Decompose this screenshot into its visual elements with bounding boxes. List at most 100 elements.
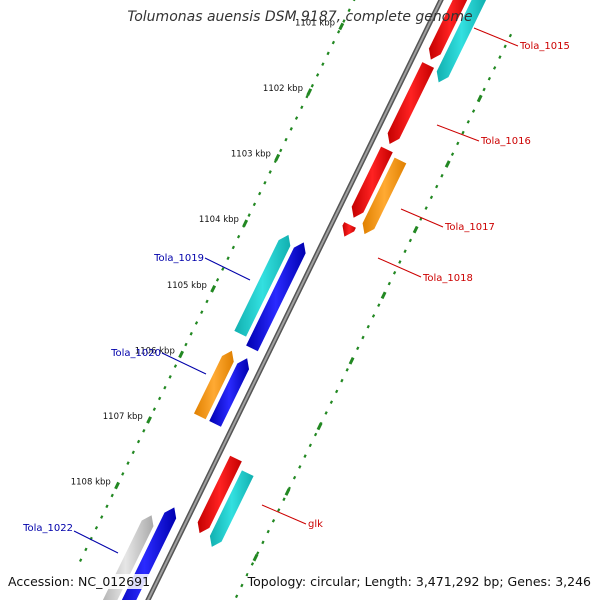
tick-dot xyxy=(289,127,293,131)
tick-dot xyxy=(471,109,476,113)
tick-dot xyxy=(256,551,260,555)
tick-dot xyxy=(392,270,397,275)
gene-cyan xyxy=(234,234,291,337)
gene-leader-line xyxy=(161,352,207,375)
tick-dot xyxy=(266,529,270,534)
tick-dot xyxy=(152,407,157,412)
tick-dot xyxy=(252,202,257,207)
tick-dot xyxy=(361,335,365,340)
tick-dot xyxy=(258,191,262,196)
tick-mark xyxy=(114,481,120,490)
gene-leader-line xyxy=(73,530,119,554)
tick-dot xyxy=(126,461,130,465)
tick-dot xyxy=(498,55,502,59)
tick-dot xyxy=(450,152,455,157)
gene-label[interactable]: Tola_1022 xyxy=(22,523,73,534)
tick-dot xyxy=(371,314,376,318)
gene-cyan xyxy=(436,0,487,83)
tick-dot xyxy=(408,238,413,243)
tick-dot xyxy=(282,497,286,502)
tick-dot xyxy=(221,267,225,271)
gene-blue xyxy=(209,358,250,427)
gene-orange xyxy=(362,157,407,235)
tick-mark xyxy=(242,219,249,228)
tick-dot xyxy=(236,234,241,239)
tick-label: 1104 kbp xyxy=(199,215,239,225)
tick-dot xyxy=(271,518,276,523)
tick-dot xyxy=(284,137,288,142)
tick-mark xyxy=(412,225,419,234)
tick-dot xyxy=(157,396,162,401)
gene-leader-line xyxy=(261,504,307,525)
gene-label[interactable]: glk xyxy=(308,519,323,530)
tick-dot xyxy=(435,184,439,189)
tick-mark xyxy=(146,416,152,424)
tick-mark xyxy=(306,88,313,96)
tick-dot xyxy=(215,277,220,282)
tick-dot xyxy=(508,33,513,38)
accession-text: Accession: NC_012691 xyxy=(8,574,151,589)
tick-dot xyxy=(292,475,297,480)
gene-label[interactable]: Tola_1016 xyxy=(480,136,531,147)
tick-dot xyxy=(142,428,146,433)
tick-dot xyxy=(173,364,178,368)
tick-dot xyxy=(337,29,341,34)
tick-label: 1102 kbp xyxy=(263,84,303,94)
tick-mark xyxy=(316,422,323,431)
tick-dot xyxy=(100,515,104,519)
tick-dot xyxy=(168,375,172,379)
tick-dot xyxy=(324,411,328,415)
tick-dot xyxy=(308,443,312,448)
tick-mark xyxy=(252,553,259,562)
tick-dot xyxy=(461,130,465,135)
tick-ring: 1101 kbp 1102 kbp 1103 kbp 1104 kbp 1105 kbp… xyxy=(71,0,513,599)
gene-red xyxy=(197,455,242,534)
gene-leader-line xyxy=(377,257,422,278)
backbone-highlight xyxy=(146,0,443,600)
gene-red xyxy=(351,146,393,218)
gene-orange xyxy=(193,350,234,420)
tick-dot xyxy=(377,303,381,307)
tick-mark xyxy=(348,357,355,365)
tick-label: 1108 kbp xyxy=(71,478,111,488)
gene-label[interactable]: Tola_1017 xyxy=(444,222,495,233)
tick-dot xyxy=(78,558,83,563)
tick-dot xyxy=(466,120,470,124)
gene-track xyxy=(102,0,501,600)
genome-backbone xyxy=(145,0,444,600)
tick-dot xyxy=(342,19,346,23)
tick-mark xyxy=(380,291,387,300)
gene-labels: Tola_1015 Tola_1016 Tola_1017 Tola_1018 Tola… xyxy=(22,27,570,554)
tick-dot xyxy=(136,439,141,444)
tick-label: 1107 kbp xyxy=(103,412,143,422)
tick-mark xyxy=(338,22,345,31)
tick-dot xyxy=(487,76,492,81)
tick-dot xyxy=(121,472,125,476)
gene-label[interactable]: Tola_1018 xyxy=(422,273,473,284)
tick-dot xyxy=(298,465,302,469)
tick-mark xyxy=(476,94,483,103)
tick-dot xyxy=(329,400,334,405)
tick-dot xyxy=(331,40,336,45)
gene-label[interactable]: Tola_1015 xyxy=(519,41,570,52)
gene-label[interactable]: Tola_1020 xyxy=(110,348,161,359)
gene-leader-line xyxy=(473,27,519,47)
tick-dot xyxy=(326,51,330,56)
tick-dot xyxy=(492,66,497,70)
tick-dot xyxy=(277,508,281,512)
tick-dot xyxy=(240,583,244,588)
tick-dot xyxy=(261,540,265,545)
tick-dot xyxy=(403,249,407,254)
tick-dot xyxy=(245,572,249,577)
tick-dot xyxy=(482,87,486,92)
tick-dot xyxy=(315,73,320,77)
tick-dot xyxy=(503,44,507,49)
tick-mark xyxy=(210,285,217,293)
tick-dot xyxy=(356,346,360,351)
tick-dot xyxy=(300,105,304,110)
tick-dot xyxy=(347,8,351,13)
gene-red xyxy=(428,0,468,60)
tick-dot xyxy=(352,0,356,2)
gene-label[interactable]: Tola_1019 xyxy=(153,253,204,264)
gene-leader-line xyxy=(400,208,444,228)
